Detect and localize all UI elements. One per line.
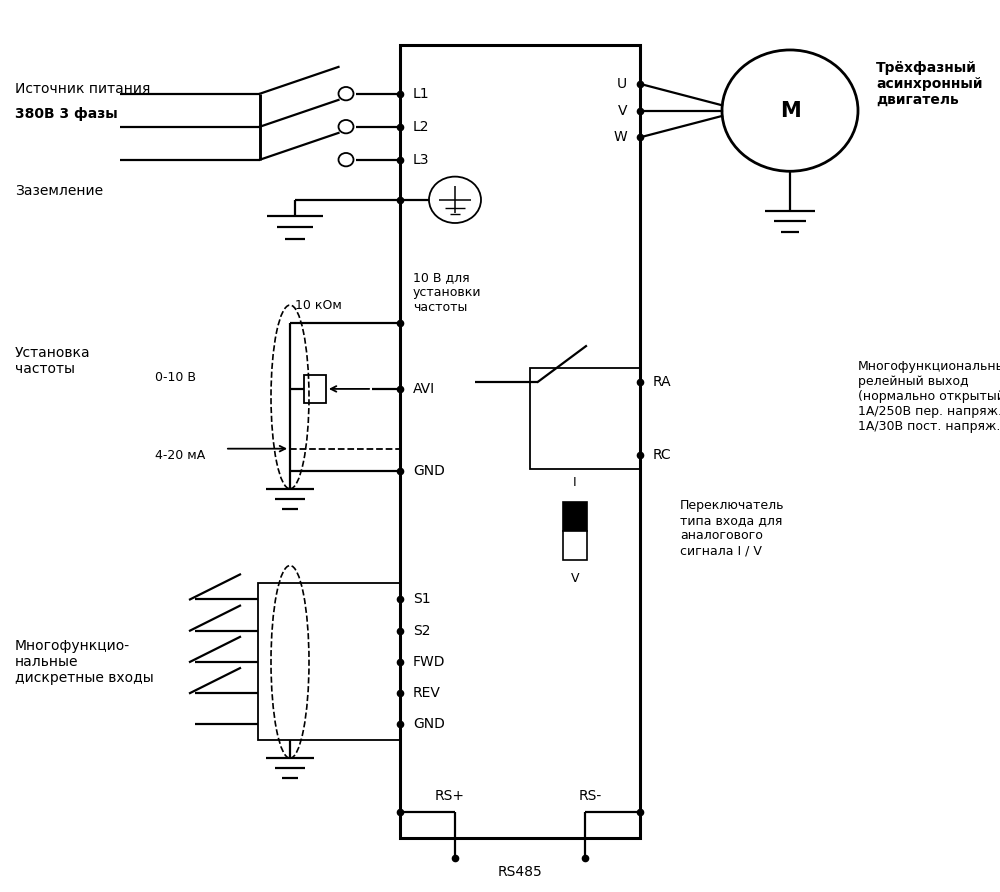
Text: Трёхфазный
асинхронный
двигатель: Трёхфазный асинхронный двигатель (876, 61, 983, 107)
Text: 0-10 В: 0-10 В (155, 371, 196, 384)
Text: 4-20 мА: 4-20 мА (155, 449, 205, 462)
Text: RA: RA (653, 375, 672, 389)
Text: I: I (573, 476, 577, 489)
Text: RS485: RS485 (498, 865, 542, 880)
Text: Источник питания: Источник питания (15, 82, 150, 96)
Text: Установка
частоты: Установка частоты (15, 346, 91, 376)
Text: 10 кОм: 10 кОм (295, 299, 342, 312)
Text: U: U (617, 77, 627, 91)
Text: Заземление: Заземление (15, 184, 103, 198)
Text: GND: GND (413, 464, 445, 478)
Text: W: W (613, 130, 627, 145)
Text: AVI: AVI (413, 382, 435, 396)
Text: RS-: RS- (578, 789, 602, 803)
Text: 10 В для
установки
частоты: 10 В для установки частоты (413, 271, 482, 314)
Text: Многофункцио-
нальные
дискретные входы: Многофункцио- нальные дискретные входы (15, 639, 154, 685)
Text: M: M (780, 101, 800, 120)
Text: L2: L2 (413, 120, 430, 134)
Text: L3: L3 (413, 153, 430, 167)
Text: Многофункциональный
релейный выход
(нормально открытый)
1А/250В пер. напряж.
1А/: Многофункциональный релейный выход (норм… (858, 360, 1000, 434)
Text: L1: L1 (413, 87, 430, 101)
Text: S2: S2 (413, 624, 431, 638)
Text: S1: S1 (413, 592, 431, 607)
Text: V: V (571, 573, 579, 585)
Text: RC: RC (653, 448, 672, 462)
Text: GND: GND (413, 717, 445, 731)
Text: 380В 3 фазы: 380В 3 фазы (15, 107, 118, 121)
Text: Переключатель
типа входа для
аналогового
сигнала I / V: Переключатель типа входа для аналогового… (680, 499, 784, 558)
Polygon shape (562, 501, 587, 531)
Text: V: V (618, 103, 627, 118)
Text: RS+: RS+ (435, 789, 465, 803)
Text: FWD: FWD (413, 655, 446, 669)
Polygon shape (562, 531, 587, 560)
Text: REV: REV (413, 686, 441, 700)
